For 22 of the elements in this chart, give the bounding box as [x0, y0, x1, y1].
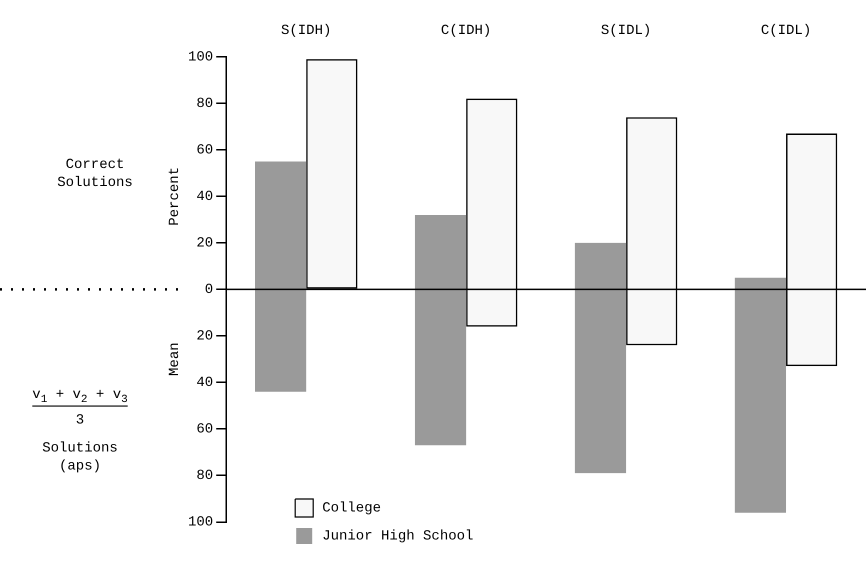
x-tick-label: C(IDL) — [760, 23, 812, 40]
x-tick-label: S(IDH) — [280, 23, 332, 40]
y-tick-label: 80 — [196, 468, 214, 484]
y-tick-label: 60 — [196, 142, 214, 159]
legend-label: Junior High School — [322, 528, 474, 545]
y-tick-label: 40 — [196, 189, 214, 206]
text: Correct Solutions — [57, 156, 133, 191]
y-axis-title: Percent — [166, 166, 183, 226]
x-tick-label: C(IDH) — [440, 23, 492, 40]
y-tick-label: 0 — [204, 282, 214, 298]
text: Mean — [166, 342, 183, 376]
legend-label: College — [322, 500, 382, 517]
y-tick-label: 40 — [196, 375, 214, 392]
y-tick-label: 100 — [188, 50, 214, 66]
x-tick-label: S(IDL) — [600, 23, 652, 40]
text: 3 — [76, 412, 84, 428]
y-tick-label: 20 — [196, 328, 214, 345]
y-tick-label: 20 — [196, 236, 214, 252]
text: Solutions (aps) — [42, 440, 118, 475]
y-tick-label: 80 — [196, 96, 214, 112]
y-tick-label: 100 — [188, 514, 214, 531]
y-tick-label: 60 — [196, 422, 214, 438]
